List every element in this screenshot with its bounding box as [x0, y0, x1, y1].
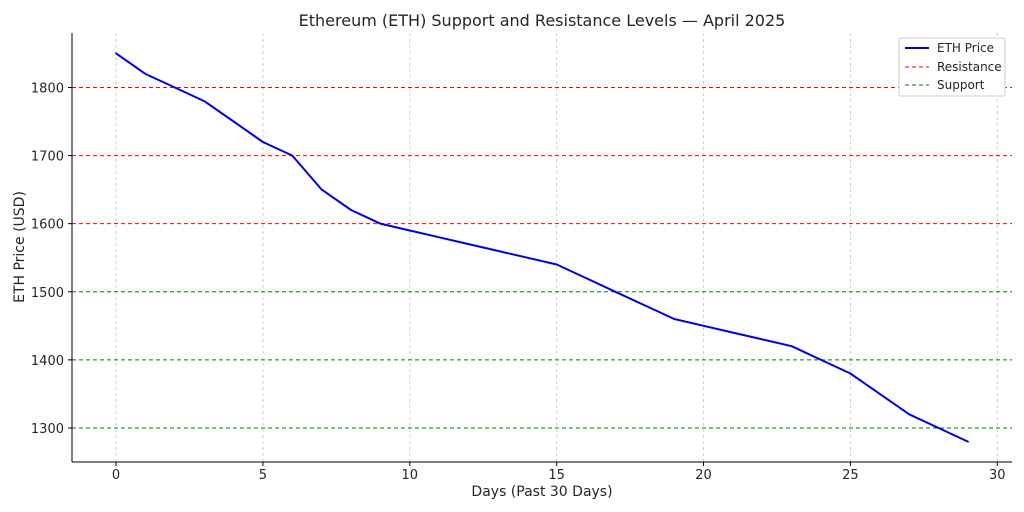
y-ticks: 1300 1400 1500 1600 1700 1800 [31, 81, 72, 437]
y-tick-label: 1700 [31, 150, 64, 165]
reference-lines-layer [72, 86, 1012, 429]
grid-layer [115, 33, 998, 462]
x-tick-label: 10 [402, 468, 419, 483]
legend-box [898, 37, 1006, 97]
series-layer [115, 52, 969, 443]
y-tick-label: 1600 [31, 218, 64, 233]
legend-label-eth-price: ETH Price [937, 41, 994, 55]
y-tick-label: 1800 [31, 81, 64, 96]
x-ticks: 0 5 10 15 20 25 30 [112, 462, 1006, 483]
y-tick-label: 1400 [31, 354, 64, 369]
x-tick-label: 0 [112, 468, 120, 483]
x-tick-label: 5 [259, 468, 267, 483]
y-tick-label: 1300 [31, 422, 64, 437]
x-tick-label: 15 [548, 468, 565, 483]
chart-title: Ethereum (ETH) Support and Resistance Le… [299, 11, 786, 30]
x-axis-label: Days (Past 30 Days) [471, 484, 612, 500]
y-tick-label: 1500 [31, 286, 64, 301]
x-tick-label: 30 [989, 468, 1006, 483]
series-line-eth-price [115, 52, 969, 443]
y-axis-label: ETH Price (USD) [12, 191, 28, 303]
legend-label-resistance: Resistance [937, 60, 1002, 74]
x-tick-label: 20 [695, 468, 712, 483]
x-tick-label: 25 [842, 468, 859, 483]
legend: ETH Price Resistance Support [898, 37, 1006, 97]
legend-label-support: Support [937, 78, 985, 92]
